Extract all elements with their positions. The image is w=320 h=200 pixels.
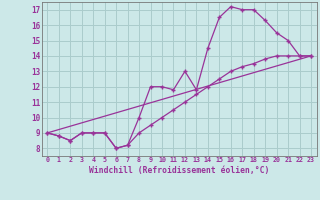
X-axis label: Windchill (Refroidissement éolien,°C): Windchill (Refroidissement éolien,°C) <box>89 166 269 175</box>
